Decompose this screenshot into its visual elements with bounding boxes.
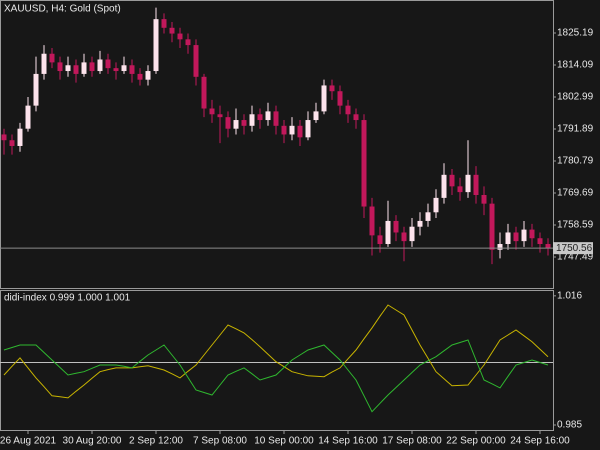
candle-body [241,120,247,126]
candle-body [385,220,391,245]
candle-body [121,65,127,72]
y-tick-label: 1769.69 [557,188,594,199]
y-tick-label: 1.016 [557,290,582,301]
candle-body [17,128,23,146]
candle-body [217,114,223,118]
candle-body [305,120,311,138]
current-price-box [553,242,593,255]
y-tick-label: 1814.09 [557,60,594,71]
y-tick-label: 1802.99 [557,92,594,103]
candle-body [97,59,103,72]
candle-body [193,45,199,77]
candle-body [137,73,143,80]
candle-body [201,76,207,109]
candle-body [257,114,263,121]
candle-body [473,174,479,195]
candle-body [457,186,463,193]
candle-body [25,105,31,129]
candle-body [377,235,383,245]
candle-body [57,62,63,72]
candle-body [265,111,271,121]
candle-body [81,62,87,74]
candle-body [41,53,47,74]
candle-body [281,125,287,135]
candle-body [321,85,327,112]
x-tick-label: 7 Sep 08:00 [193,436,247,447]
candle-body [33,73,39,106]
candle-body [329,85,335,92]
candle-body [433,197,439,213]
candle-body [425,212,431,221]
candle-body [497,244,503,250]
candle-body [49,53,55,63]
candle-body [353,114,359,121]
x-tick-label: 22 Sep 00:00 [446,436,506,447]
candle-body [417,220,423,227]
candle-body [441,174,447,198]
candle-body [537,238,543,245]
y-tick-label: 1780.79 [557,156,594,167]
candle-body [145,71,151,80]
candle-body [89,62,95,72]
candle-body [409,226,415,242]
candle-body [337,91,343,106]
candle-body [185,39,191,46]
candle-body [1,134,7,141]
candle-body [297,125,303,138]
x-tick-label: 24 Sep 16:00 [510,436,570,447]
x-tick-label: 14 Sep 16:00 [318,436,378,447]
candle-body [249,114,255,126]
indicator-line [3,339,549,413]
candle-body [113,68,119,72]
indicator-pane [0,290,554,431]
candle-body [449,174,455,187]
y-tick-label: 0.985 [557,420,582,431]
candle-body [209,108,215,115]
y-tick-label: 1758.59 [557,220,594,231]
x-tick-label: 17 Sep 08:00 [382,436,442,447]
candle-body [233,120,239,129]
indicator-line [3,304,549,399]
main-pane [0,0,554,289]
x-tick-label: 26 Aug 2021 [0,436,57,447]
candle-body [369,206,375,236]
chart-title: XAUUSD, H4: Gold (Spot) [4,4,121,15]
candle-body [9,140,15,146]
candle-body [513,232,519,242]
candle-body [169,27,175,34]
candle-body [505,232,511,245]
candle-body [177,33,183,40]
x-tick-label: 30 Aug 20:00 [63,436,122,447]
candle-body [105,59,111,69]
candle-body [313,111,319,121]
candle-body [161,19,167,28]
y-tick-label: 1747.49 [557,252,594,263]
candle-body [529,229,535,239]
candle-body [153,19,159,72]
candle-body [465,174,471,193]
candle-body [289,125,295,135]
candle-body [225,117,231,129]
y-tick-label: 1791.89 [557,124,594,135]
candle-body [273,111,279,126]
candle-body [489,203,495,250]
candle-body [73,65,79,74]
indicator-title: didi-index 0.999 1.000 1.001 [4,293,131,304]
x-tick-label: 2 Sep 12:00 [129,436,183,447]
y-tick-label: 1825.19 [557,28,594,39]
candle-body [129,65,135,74]
x-tick-label: 10 Sep 00:00 [254,436,314,447]
candle-body [361,120,367,207]
candle-body [521,229,527,242]
candle-body [481,194,487,204]
candle-body [345,105,351,115]
candle-body [545,244,551,249]
candle-body [65,65,71,72]
current-price-label: 1750.56 [556,243,593,254]
candle-body [401,232,407,242]
candle-body [393,220,399,233]
